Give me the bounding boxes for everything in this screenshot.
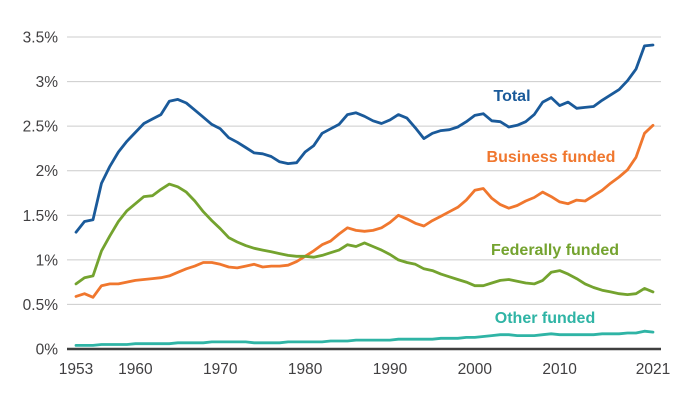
series-label-business-funded: Business funded xyxy=(487,149,616,166)
series-line-other-funded xyxy=(74,329,655,347)
y-tick-label: 2.5% xyxy=(23,119,59,136)
x-axis-tick-labels: 1953 1960 1970 1980 1990 2000 2010 2021 xyxy=(59,361,670,378)
series-line-business-funded xyxy=(74,123,655,299)
series-line-federally-funded xyxy=(74,182,655,297)
x-tick-label: 1980 xyxy=(288,361,323,378)
x-tick-label: 1960 xyxy=(118,361,153,378)
y-axis-tick-labels: 0% 0.5% 1% 1.5% 2% 2.5% 3% 3.5% xyxy=(23,30,59,359)
y-tick-label: 0.5% xyxy=(23,297,59,314)
y-tick-label: 3% xyxy=(36,74,59,91)
x-tick-label: 1970 xyxy=(203,361,238,378)
series-label-other-funded: Other funded xyxy=(495,310,595,327)
x-tick-label: 1990 xyxy=(373,361,408,378)
x-tick-label: 2000 xyxy=(458,361,493,378)
gridlines xyxy=(67,36,661,351)
y-tick-label: 0% xyxy=(36,342,59,359)
series-line-total xyxy=(74,43,655,234)
series-lines xyxy=(74,43,655,347)
series-label-federally-funded: Federally funded xyxy=(491,242,619,259)
y-tick-label: 3.5% xyxy=(23,30,59,47)
y-tick-label: 1% xyxy=(36,252,59,269)
series-label-total: Total xyxy=(493,88,530,105)
x-tick-label: 1953 xyxy=(59,361,93,378)
y-tick-label: 1.5% xyxy=(23,208,59,225)
x-tick-label: 2021 xyxy=(636,361,670,378)
x-tick-label: 2010 xyxy=(542,361,577,378)
y-tick-label: 2% xyxy=(36,163,59,180)
